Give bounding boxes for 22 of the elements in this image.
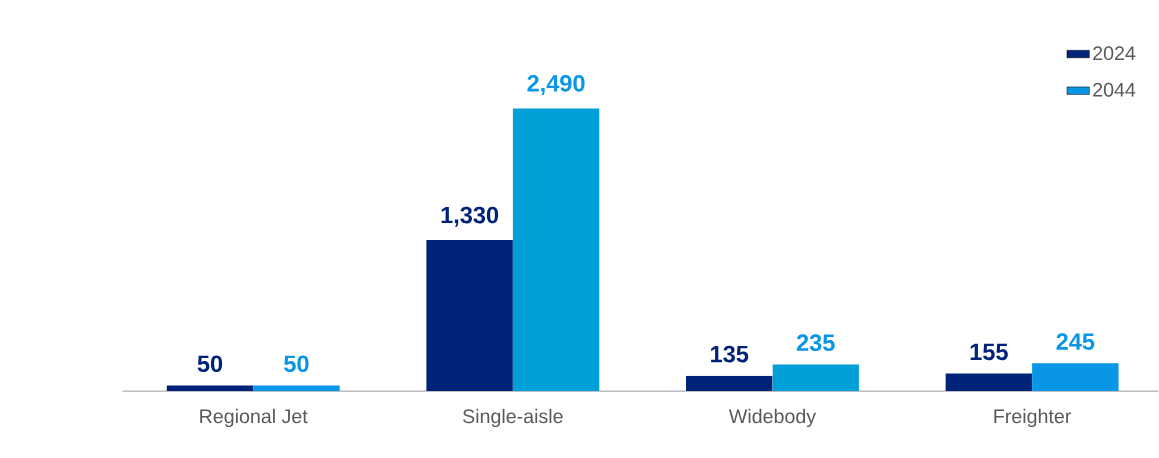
x-tick-label: Freighter bbox=[994, 408, 1072, 427]
x-tick-label: Regional Jet bbox=[200, 408, 308, 427]
bar bbox=[945, 373, 1033, 391]
data-label: 155 bbox=[970, 343, 1008, 360]
bar bbox=[686, 375, 773, 391]
bar bbox=[1032, 363, 1119, 391]
data-label: 135 bbox=[711, 345, 749, 363]
legend-label: 2044 bbox=[1093, 82, 1136, 97]
x-tick-label: Widebody bbox=[728, 408, 817, 427]
bar bbox=[253, 385, 340, 391]
data-label: 235 bbox=[796, 334, 835, 351]
data-label: 50 bbox=[284, 355, 309, 372]
bar bbox=[166, 385, 254, 391]
legend-label: 2024 bbox=[1093, 46, 1136, 60]
data-label: 1,330 bbox=[441, 206, 499, 227]
bar bbox=[512, 108, 600, 391]
x-tick-label: Single-aisle bbox=[462, 408, 563, 427]
bar bbox=[426, 239, 513, 391]
data-label: 50 bbox=[197, 355, 223, 372]
data-label: 2,490 bbox=[527, 74, 585, 95]
data-label: 245 bbox=[1056, 333, 1095, 350]
bar bbox=[772, 364, 859, 391]
